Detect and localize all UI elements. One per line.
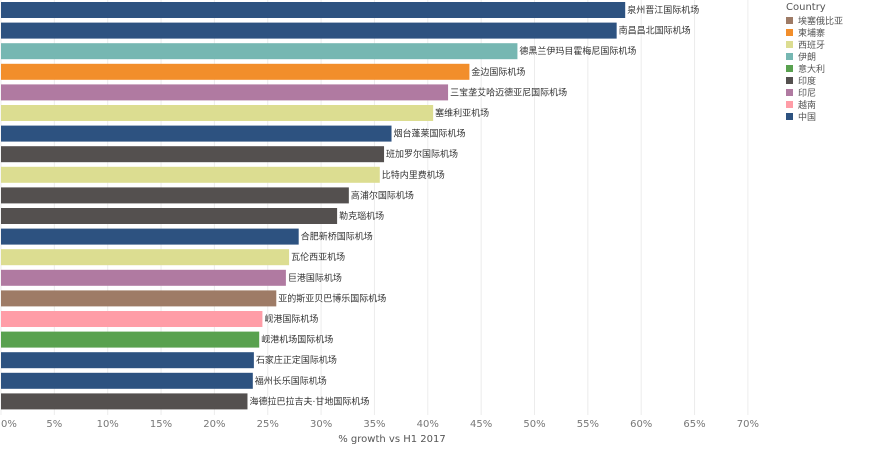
legend-item: 印度 [786, 74, 868, 87]
x-tick-label: 55% [577, 419, 599, 430]
bar-label: 勒克瑙机场 [339, 210, 384, 222]
legend-swatch [786, 76, 793, 84]
legend-label: 埃塞俄比亚 [798, 16, 844, 27]
legend-label: 西班牙 [798, 40, 826, 51]
bar [1, 311, 263, 327]
bar [1, 125, 392, 142]
bar [1, 372, 253, 389]
bar-label: 海德拉巴拉吉夫·甘地国际机场 [249, 395, 369, 407]
x-tick-label: 35% [363, 419, 385, 430]
bar-label: 亚的斯亚贝巴博乐国际机场 [278, 292, 386, 304]
legend-item: 西班牙 [786, 38, 868, 51]
legend-label: 越南 [798, 100, 817, 111]
bar [1, 269, 286, 286]
x-tick-label: 40% [417, 419, 439, 430]
x-tick-label: 20% [203, 419, 225, 430]
bar [1, 352, 254, 369]
legend-item: 中国 [786, 110, 868, 123]
bar [1, 208, 338, 224]
legend-swatch [786, 28, 793, 36]
bar [1, 43, 518, 60]
bar-label: 烟台蓬莱国际机场 [394, 128, 466, 140]
legend-label: 印尼 [798, 88, 817, 99]
x-tick-label: 25% [257, 419, 279, 430]
x-tick-label: 50% [523, 419, 545, 430]
bar [1, 393, 248, 410]
bar-label: 福州长乐国际机场 [255, 375, 327, 387]
legend-swatch [786, 112, 793, 120]
legend-item: 意大利 [786, 62, 868, 75]
bar [1, 22, 617, 39]
legend-swatch [786, 52, 793, 60]
x-tick-label: 30% [310, 419, 332, 430]
x-tick-label: 60% [630, 419, 652, 430]
bar-label: 德黑兰伊玛目霍梅尼国际机场 [519, 45, 636, 57]
x-tick-label: 45% [470, 419, 492, 430]
bar-label: 石家庄正定国际机场 [256, 354, 337, 366]
x-axis-title: % growth vs H1 2017 [338, 434, 445, 445]
x-tick-label: 5% [46, 419, 62, 430]
legend-swatch [786, 88, 793, 96]
bar-label: 巨港国际机场 [288, 272, 342, 284]
bar [1, 63, 470, 80]
bar-label: 三宝垄艾哈迈德亚尼国际机场 [450, 86, 567, 98]
legend-swatch [786, 100, 793, 108]
x-tick-label: 15% [150, 419, 172, 430]
legend-item: 越南 [786, 98, 868, 111]
bar-label: 班加罗尔国际机场 [386, 148, 458, 160]
legend: Country 埃塞俄比亚 柬埔寨 西班牙 伊朗 意大利 印度 印尼 越南 中国 [786, 2, 868, 123]
x-tick-label: 0% [1, 419, 17, 430]
bar [1, 166, 380, 183]
bar [1, 290, 277, 307]
x-tick-label: 65% [683, 419, 705, 430]
legend-swatch [786, 40, 793, 48]
legend-label: 柬埔寨 [798, 28, 826, 39]
bar [1, 187, 349, 204]
bar-label: 高浦尔国际机场 [351, 189, 414, 201]
bar-label: 岘港国际机场 [264, 313, 318, 325]
bar [1, 2, 626, 18]
legend-item: 埃塞俄比亚 [786, 14, 868, 27]
bar-label: 塞维利亚机场 [435, 107, 489, 119]
bar [1, 84, 449, 101]
bar-label: 金边国际机场 [471, 66, 525, 78]
bar [1, 146, 385, 163]
bar-label: 泉州晋江国际机场 [627, 4, 699, 16]
legend-label: 中国 [798, 112, 817, 123]
legend-swatch [786, 16, 793, 24]
legend-item: 伊朗 [786, 50, 868, 63]
legend-item: 印尼 [786, 86, 868, 99]
legend-swatch [786, 64, 793, 72]
legend-label: 印度 [798, 76, 817, 87]
x-tick-label: 10% [97, 419, 119, 430]
bar-label: 合肥新桥国际机场 [301, 231, 373, 243]
legend-item: 柬埔寨 [786, 26, 868, 39]
legend-title: Country [786, 2, 826, 13]
bar-label: 南昌昌北国际机场 [619, 25, 691, 37]
bar-label: 比特内里费机场 [382, 169, 445, 181]
legend-label: 意大利 [798, 64, 826, 75]
bar [1, 249, 290, 266]
legend-label: 伊朗 [798, 52, 817, 63]
x-tick-label: 70% [737, 419, 759, 430]
bar [1, 228, 299, 245]
bar [1, 331, 260, 348]
bar [1, 105, 434, 121]
bar-label: 瓦伦西亚机场 [291, 251, 345, 263]
bar-label: 岘港机场国际机场 [261, 334, 333, 346]
